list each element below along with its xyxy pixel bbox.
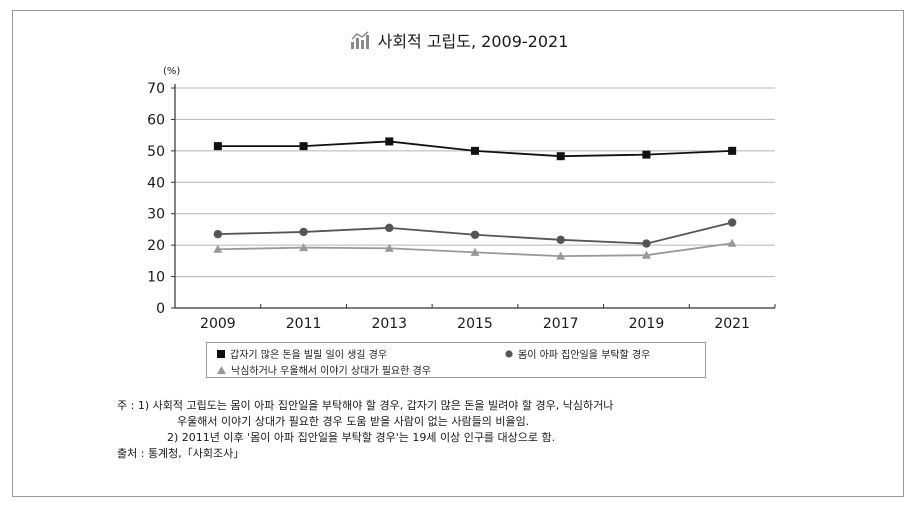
legend-label-sick: 몸이 아파 집안일을 부탁할 경우 [518,350,651,361]
y-tick-label: 10 [147,270,165,286]
note-2: 2) 2011년 이후 '몸이 아파 집안일을 부탁할 경우'는 19세 이상 … [167,431,556,444]
y-axis-unit: (%) [163,66,180,77]
data-point-triangle [641,250,651,259]
data-point-square [642,150,651,159]
footnotes: 주 : 1) 사회적 고립도는 몸이 아파 집안일을 부탁해야 할 경우, 갑자… [117,398,613,462]
x-tick-label: 2021 [714,316,750,332]
data-point-circle [642,239,651,248]
chart-legend: 갑자기 많은 돈을 빌릴 일이 생길 경우 몸이 아파 집안일을 부탁할 경우 … [206,342,706,378]
x-tick-label: 2015 [457,316,493,332]
data-point-square [385,137,394,146]
note-1: 주 : 1) 사회적 고립도는 몸이 아파 집안일을 부탁해야 할 경우, 갑자… [117,399,614,412]
y-tick-label: 50 [147,144,165,160]
circle-marker-icon [505,349,513,358]
data-point-triangle [213,244,223,253]
data-point-triangle [556,251,566,260]
data-point-circle [470,230,480,239]
data-point-triangle [299,243,309,252]
source-note: 출처 : 통계청,「사회조사」 [117,447,245,460]
data-point-square [213,142,222,151]
chart-title-wrap: 사회적 고립도, 2009-2021 [0,28,918,53]
figure-frame [12,10,904,497]
legend-label-money: 갑자기 많은 돈을 빌릴 일이 생길 경우 [230,350,388,361]
data-point-square [728,146,737,155]
data-point-triangle [384,243,394,252]
legend-item-money: 갑자기 많은 돈을 빌릴 일이 생길 경우 [217,346,387,361]
data-point-circle [727,218,737,227]
x-tick-label: 2009 [200,316,236,332]
y-tick-label: 60 [147,112,165,128]
data-point-circle [385,223,394,233]
data-point-square [471,146,479,155]
square-marker-icon [217,349,225,358]
y-tick-label: 40 [147,175,165,191]
y-tick-label: 70 [147,81,165,97]
data-point-circle [213,229,223,239]
y-tick-label: 30 [147,207,165,223]
data-point-circle [556,235,565,244]
x-tick-label: 2011 [286,316,322,332]
triangle-marker-icon [217,365,226,374]
legend-label-depressed: 낙심하거나 우울해서 이야기 상대가 필요한 경우 [231,366,431,377]
chart-title: 사회적 고립도, 2009-2021 [377,32,569,51]
x-tick-label: 2019 [629,316,665,332]
bar-chart-icon [350,31,369,49]
data-point-square [299,142,308,151]
legend-item-depressed: 낙심하거나 우울해서 이야기 상대가 필요한 경우 [217,362,431,377]
data-point-square [556,152,565,161]
y-tick-label: 0 [156,301,165,317]
x-tick-label: 2013 [371,316,407,332]
data-point-triangle [470,247,480,256]
data-point-triangle [727,238,737,247]
line-chart: 0 10 20 30 40 50 60 70 (%) 2009 2011 2013 2015 2017 20… [147,66,776,332]
note-1-cont: 우울해서 이야기 상대가 필요한 경우 도움 받을 사람이 없는 사람들의 비율… [177,415,530,428]
x-tick-label: 2017 [543,316,579,332]
legend-item-sick: 몸이 아파 집안일을 부탁할 경우 [505,346,650,361]
data-point-circle [299,227,308,237]
y-tick-label: 20 [147,238,165,254]
